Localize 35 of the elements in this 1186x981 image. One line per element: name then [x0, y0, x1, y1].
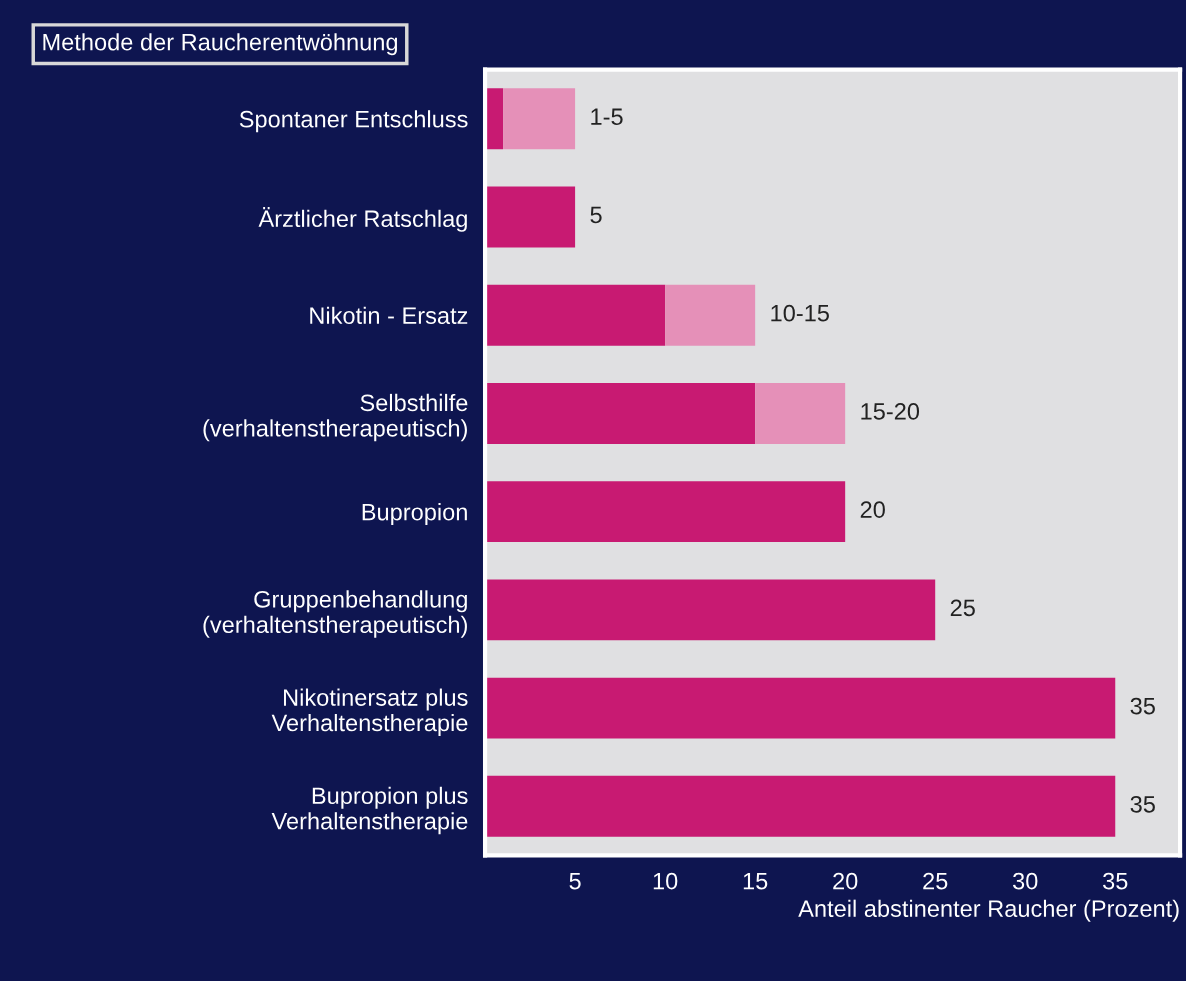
- y-tick-label: Nikotin - Ersatz: [310, 306, 468, 324]
- y-tick-label: Spontaner Entschluss: [239, 110, 468, 133]
- bar: [755, 382, 846, 444]
- bar: [485, 579, 936, 641]
- bar: [665, 284, 756, 346]
- y-tick-label: Bupropion plus Verhaltenstherapie: [271, 786, 468, 835]
- y-tick-label: Selbsthilfe (verhaltenstherapeutisch): [203, 393, 468, 442]
- y-tick-label: Nikotinersatz plus Verhaltenstherapie: [271, 688, 468, 736]
- text: 20: [860, 501, 885, 518]
- bar: [485, 382, 756, 444]
- text: 35: [1130, 697, 1155, 715]
- x-tick-label: 10: [653, 872, 678, 890]
- x-tick-label: 20: [833, 872, 858, 890]
- bar: [485, 284, 666, 346]
- x-tick-label: 15: [743, 872, 768, 890]
- y-tick-label: Ärztlicher Ratschlag: [258, 207, 467, 232]
- bar: [485, 481, 846, 543]
- bar: [503, 88, 576, 150]
- text: 25: [950, 599, 975, 617]
- x-axis-title: Anteil abstinenter Raucher (Prozent): [798, 899, 1179, 922]
- text: Methode der Raucherentwöhnung: [43, 33, 398, 56]
- bar: [485, 677, 1116, 739]
- x-tick-label: 25: [923, 872, 948, 890]
- y-tick-label: Gruppenbehandlung (verhaltenstherapeutisch): [203, 590, 467, 638]
- text: 10-15: [771, 304, 829, 322]
- text: 15-20: [861, 403, 920, 420]
- x-tick-label: 5: [569, 872, 581, 890]
- bar: [485, 775, 1116, 837]
- bar: [485, 186, 576, 248]
- text: 1-5: [591, 108, 623, 126]
- text: 5: [590, 206, 602, 224]
- y-tick-label: Bupropion: [362, 503, 467, 526]
- text: 35: [1130, 795, 1155, 813]
- x-tick-label: 30: [1013, 872, 1038, 890]
- x-tick-label: 35: [1103, 872, 1128, 890]
